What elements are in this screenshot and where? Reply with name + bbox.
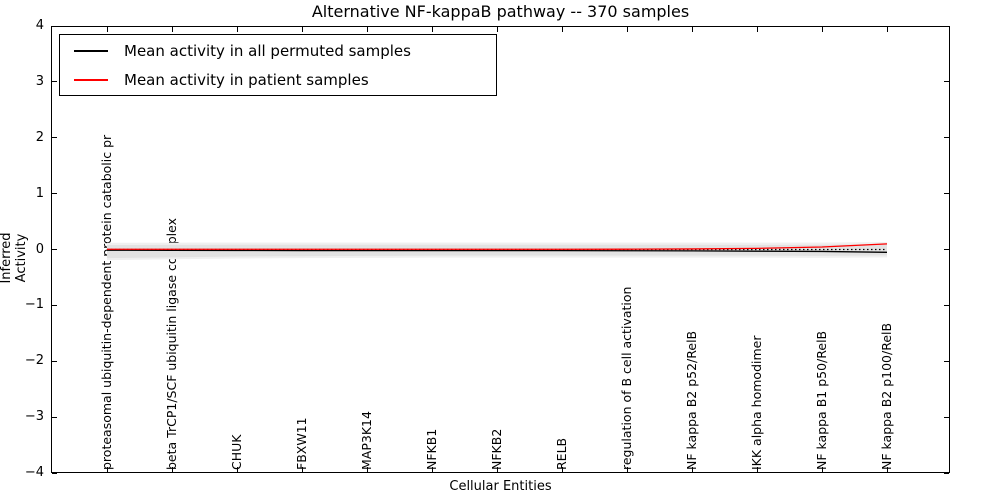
y-tick-mark (52, 137, 57, 139)
legend-box: Mean activity in all permuted samples Me… (59, 34, 497, 96)
y-tick-label: −4 (24, 465, 44, 480)
x-tick-mark (431, 467, 433, 472)
x-tick-mark (626, 27, 628, 32)
y-tick-mark (944, 193, 949, 195)
y-tick-mark (944, 304, 949, 306)
y-tick-mark (52, 193, 57, 195)
x-tick-mark (886, 27, 888, 32)
x-tick-mark (756, 27, 758, 32)
x-tick-mark (886, 467, 888, 472)
y-tick-label: −1 (24, 297, 44, 313)
y-tick-mark (52, 472, 57, 474)
legend-label: Mean activity in all permuted samples (124, 41, 411, 60)
x-tick-mark (821, 467, 823, 472)
x-tick-mark (106, 27, 108, 32)
x-tick-mark (626, 467, 628, 472)
x-tick-mark (561, 27, 563, 32)
x-tick-mark (691, 27, 693, 32)
x-tick-mark (496, 27, 498, 32)
y-tick-mark (52, 360, 57, 362)
y-tick-label: 4 (35, 18, 44, 33)
red-line-sample (74, 78, 108, 81)
x-axis-label: Cellular Entities (449, 479, 552, 494)
black-line-sample (74, 49, 108, 52)
y-tick-mark (944, 416, 949, 418)
x-tick-mark (431, 27, 433, 32)
y-tick-label: −3 (24, 409, 44, 425)
y-tick-mark (52, 25, 57, 27)
y-tick-mark (944, 81, 949, 83)
x-tick-mark (691, 467, 693, 472)
y-tick-mark (944, 137, 949, 139)
x-tick-mark (821, 27, 823, 32)
legend-label: Mean activity in patient samples (124, 70, 369, 89)
y-axis-label: Inferred Activity (0, 232, 29, 284)
legend-item-permuted: Mean activity in all permuted samples (60, 36, 496, 65)
y-tick-label: −2 (24, 353, 44, 369)
x-tick-mark (236, 467, 238, 472)
chart-title: Alternative NF-kappaB pathway -- 370 sam… (311, 2, 690, 21)
x-tick-mark (496, 467, 498, 472)
x-tick-mark (171, 27, 173, 32)
x-tick-mark (561, 467, 563, 472)
chart-canvas (106, 241, 888, 261)
x-tick-mark (106, 467, 108, 472)
series-line-patient (106, 243, 888, 250)
x-tick-mark (366, 27, 368, 32)
y-tick-mark (52, 249, 57, 250)
y-tick-label: 1 (35, 185, 44, 201)
y-tick-mark (52, 304, 57, 306)
y-tick-label: 2 (35, 129, 44, 145)
x-tick-mark (236, 27, 238, 32)
y-tick-mark (52, 81, 57, 83)
x-tick-mark (171, 467, 173, 472)
x-tick-mark (756, 467, 758, 472)
y-tick-mark (944, 249, 949, 250)
y-tick-mark (944, 472, 949, 474)
series-line-permuted (106, 249, 888, 253)
y-tick-mark (944, 25, 949, 27)
x-tick-mark (301, 467, 303, 472)
y-tick-mark (944, 360, 949, 362)
y-tick-mark (52, 416, 57, 418)
y-tick-label: 3 (35, 73, 44, 89)
x-tick-mark (366, 467, 368, 472)
legend-item-patient: Mean activity in patient samples (60, 65, 496, 94)
y-tick-label: 0 (35, 241, 44, 257)
x-tick-mark (301, 27, 303, 32)
